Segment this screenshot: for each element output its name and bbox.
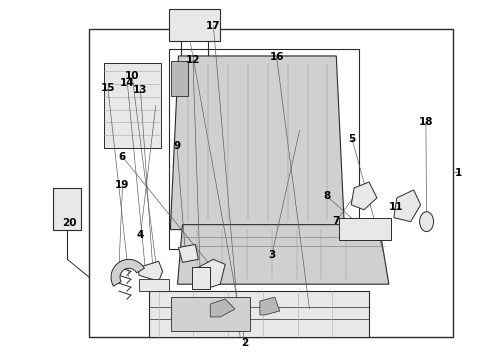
Polygon shape	[193, 260, 225, 289]
Text: 19: 19	[115, 180, 130, 190]
Text: 6: 6	[119, 152, 126, 162]
Text: 8: 8	[323, 191, 330, 201]
Text: 10: 10	[125, 71, 140, 81]
Bar	[339, 218, 391, 239]
Text: 17: 17	[206, 21, 220, 31]
Polygon shape	[260, 297, 280, 315]
Bar	[171, 297, 250, 331]
Bar	[169, 49, 359, 249]
Text: 1: 1	[455, 168, 463, 178]
Polygon shape	[177, 225, 389, 284]
Text: 12: 12	[186, 55, 200, 65]
Polygon shape	[171, 61, 189, 96]
Polygon shape	[171, 56, 344, 230]
Polygon shape	[104, 63, 161, 148]
Text: 20: 20	[62, 218, 76, 228]
Text: 2: 2	[242, 338, 248, 347]
Ellipse shape	[419, 212, 434, 231]
Wedge shape	[111, 260, 145, 286]
Bar	[149, 291, 369, 337]
Text: 9: 9	[173, 141, 180, 151]
Polygon shape	[139, 261, 163, 281]
Bar	[139, 279, 169, 291]
Polygon shape	[178, 244, 198, 262]
Bar	[193, 267, 210, 289]
Text: 4: 4	[137, 230, 144, 240]
Text: 16: 16	[270, 52, 284, 62]
Text: 15: 15	[100, 83, 115, 93]
Polygon shape	[394, 190, 420, 222]
Polygon shape	[210, 299, 235, 317]
Text: 3: 3	[268, 250, 275, 260]
Text: 14: 14	[120, 78, 135, 88]
Bar	[89, 29, 453, 337]
Text: 18: 18	[418, 117, 433, 127]
Text: 13: 13	[133, 85, 147, 95]
Text: 5: 5	[348, 134, 356, 144]
Bar	[169, 9, 220, 41]
Text: 11: 11	[389, 202, 403, 212]
Text: 7: 7	[333, 216, 340, 226]
Bar	[53, 188, 81, 230]
Polygon shape	[351, 182, 377, 210]
